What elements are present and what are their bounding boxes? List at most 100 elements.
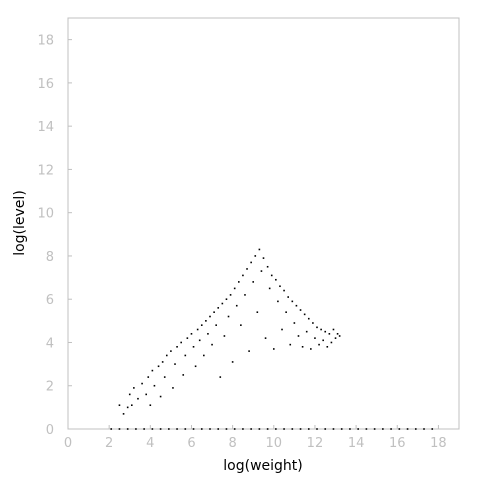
x-tick-label: 10 — [266, 436, 283, 451]
y-axis-title: log(level) — [12, 190, 28, 256]
y-axis-ticks: 0 2 4 6 8 10 12 14 16 18 — [37, 34, 72, 438]
data-point — [217, 428, 220, 430]
x-tick-label: 18 — [430, 436, 447, 451]
y-tick-label: 0 — [46, 423, 54, 438]
data-point — [258, 428, 261, 430]
data-point — [151, 369, 154, 372]
data-point — [209, 315, 211, 318]
data-point — [118, 404, 121, 407]
data-point — [349, 428, 351, 430]
data-point — [365, 428, 368, 430]
x-tick-label: 16 — [389, 436, 406, 451]
data-point — [248, 350, 250, 352]
points-layer — [110, 248, 434, 430]
data-point — [357, 428, 359, 430]
data-point — [250, 261, 252, 264]
data-point — [227, 315, 230, 318]
y-tick-label: 16 — [37, 77, 54, 92]
data-point — [301, 346, 304, 348]
data-point — [200, 428, 203, 430]
x-axis-title: log(weight) — [223, 458, 302, 474]
x-tick-label: 2 — [105, 436, 113, 451]
data-point — [213, 311, 215, 313]
data-point — [275, 278, 277, 281]
data-point — [143, 428, 145, 430]
x-axis-ticks: 0 2 4 6 8 10 12 14 16 18 — [64, 425, 447, 451]
data-point — [159, 428, 162, 430]
data-point — [147, 376, 150, 378]
data-point — [145, 393, 147, 396]
data-point — [291, 428, 294, 430]
data-point — [307, 317, 310, 320]
data-point — [242, 428, 244, 430]
data-point — [219, 376, 222, 378]
data-point — [211, 343, 213, 346]
data-point — [289, 343, 292, 346]
data-point — [244, 294, 246, 296]
data-point — [159, 395, 162, 398]
data-point — [190, 333, 193, 335]
data-point — [137, 397, 139, 400]
data-point — [277, 300, 279, 303]
data-point — [314, 337, 316, 339]
data-point — [233, 428, 236, 430]
data-point — [310, 348, 312, 350]
data-point — [285, 311, 287, 313]
data-point — [322, 339, 324, 342]
data-point — [431, 428, 434, 430]
plot-frame — [67, 17, 460, 430]
data-point — [126, 406, 129, 409]
data-point — [135, 428, 137, 430]
y-tick-label: 14 — [37, 120, 54, 135]
y-tick-label: 10 — [37, 207, 54, 222]
data-point — [332, 428, 335, 430]
data-point — [291, 300, 294, 303]
data-point — [307, 428, 310, 430]
data-point — [266, 428, 269, 430]
data-point — [168, 428, 170, 430]
data-point — [398, 428, 401, 430]
data-point — [130, 404, 133, 407]
data-point — [133, 387, 135, 389]
data-point — [184, 428, 187, 430]
data-point — [240, 324, 242, 326]
data-point — [200, 324, 203, 326]
data-point — [157, 365, 160, 368]
y-tick-label: 4 — [46, 336, 54, 351]
data-point — [192, 346, 195, 348]
data-point — [151, 428, 154, 430]
data-point — [262, 257, 265, 259]
data-point — [312, 322, 314, 324]
data-point — [283, 428, 285, 430]
data-point — [316, 428, 318, 430]
data-point — [260, 270, 263, 272]
x-tick-label: 4 — [146, 436, 154, 451]
data-point — [281, 328, 283, 331]
data-point — [126, 428, 129, 430]
y-tick-label: 6 — [46, 293, 54, 308]
data-point — [184, 354, 187, 357]
data-point — [231, 361, 234, 363]
x-tick-label: 8 — [228, 436, 236, 451]
data-point — [196, 328, 199, 331]
data-point — [161, 361, 164, 363]
data-point — [324, 330, 327, 333]
data-point — [318, 343, 320, 346]
data-point — [252, 281, 255, 283]
data-point — [170, 350, 172, 352]
y-tick-label: 2 — [46, 380, 54, 395]
data-point — [238, 281, 240, 283]
data-point — [334, 337, 337, 339]
data-point — [118, 428, 121, 430]
data-point — [293, 322, 296, 324]
data-point — [225, 298, 228, 301]
data-point — [221, 302, 224, 305]
data-point — [176, 428, 178, 430]
data-point — [326, 346, 329, 348]
data-point — [223, 335, 226, 337]
data-point — [163, 376, 166, 378]
data-point — [299, 309, 302, 311]
data-point — [215, 324, 217, 326]
